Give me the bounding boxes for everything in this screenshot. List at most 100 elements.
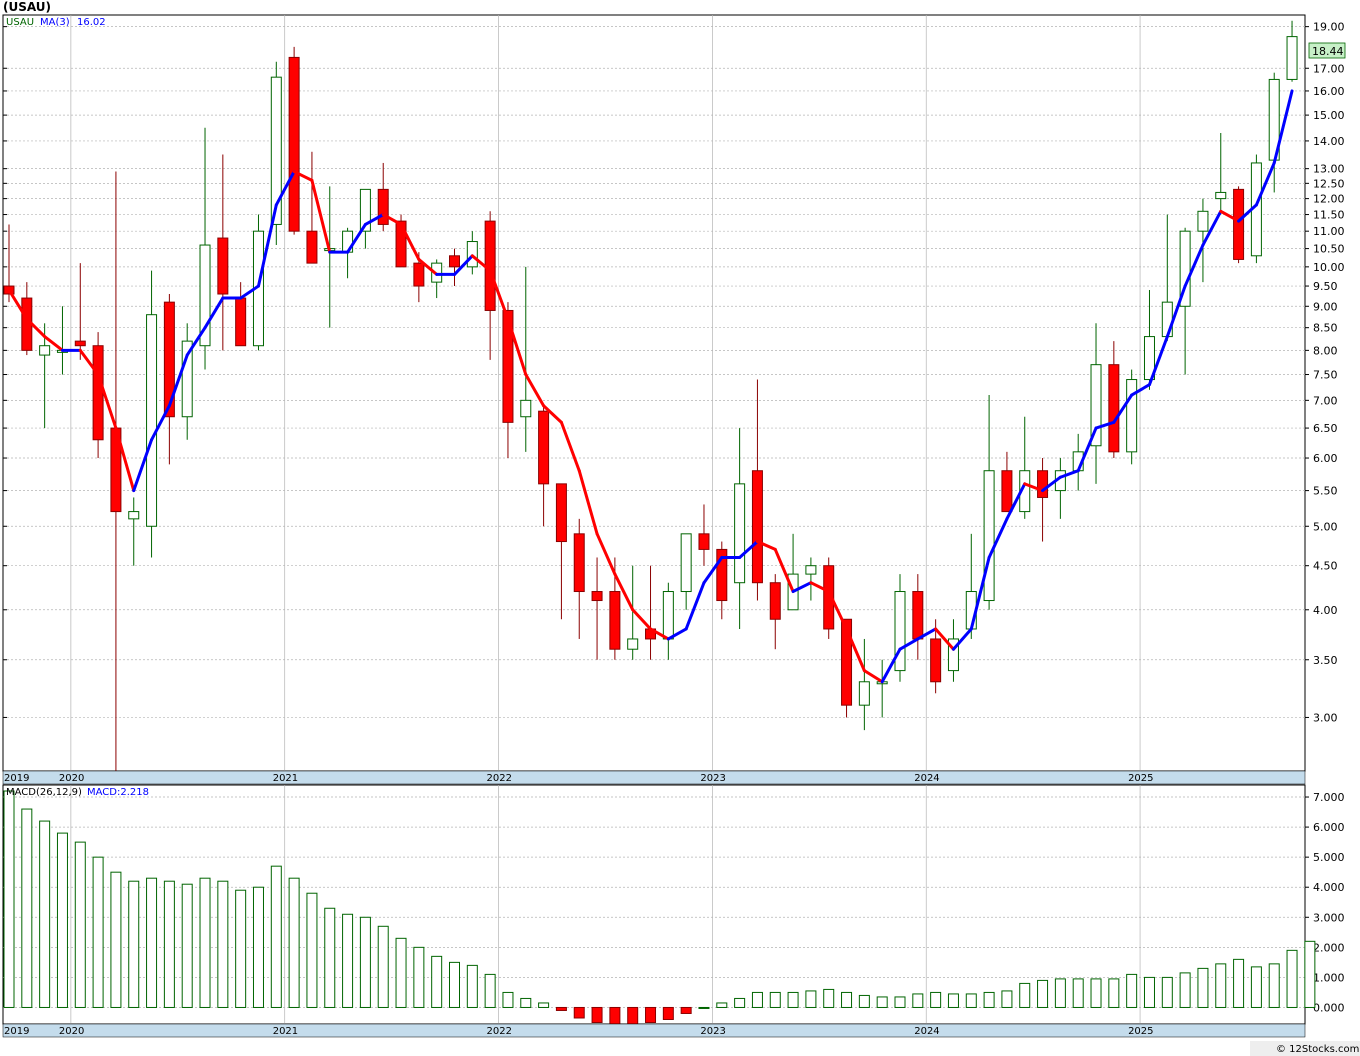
candle-body: [858, 681, 870, 706]
macd-bar-positive: [1037, 979, 1049, 1008]
macd-bar-positive: [787, 991, 799, 1008]
credit-box: [1250, 1041, 1360, 1056]
candle-up: [1179, 227, 1191, 375]
macd-bar-negative: [662, 1006, 674, 1020]
candle-down: [502, 302, 514, 459]
candle-up: [1143, 290, 1155, 390]
ma3-segment-up: [274, 170, 296, 207]
macd-bar-positive: [39, 820, 51, 1008]
candle-body: [1179, 230, 1191, 307]
macd-bar-positive: [1304, 940, 1316, 1008]
candle-body: [181, 340, 193, 418]
candle-body: [751, 470, 763, 584]
macd-year-label: 2024: [914, 1026, 939, 1037]
candle-body: [359, 188, 371, 232]
macd-bar-positive: [128, 880, 140, 1008]
ma3-segment-down: [649, 627, 670, 641]
ma3-segment-down: [524, 373, 546, 408]
price-tick-label: 14.00: [1313, 135, 1345, 148]
price-tick-label: 5.50: [1313, 485, 1338, 498]
ma3-line: [7, 89, 1294, 684]
legend-symbol: USAU: [6, 17, 34, 28]
macd-bar-positive: [502, 991, 514, 1008]
candlesticks: [3, 20, 1298, 771]
ma3-segment-down: [1023, 482, 1045, 493]
price-year-label: 2020: [59, 773, 84, 784]
candle-up: [805, 557, 817, 601]
candle-body: [555, 483, 567, 543]
candle-body: [395, 220, 407, 268]
ma3-segment-down: [827, 590, 849, 631]
price-tick-label: 3.50: [1313, 654, 1338, 667]
legend-ma-label: MA(3): [40, 17, 70, 28]
macd-bar-positive: [1090, 978, 1102, 1008]
price-tick-label: 5.00: [1313, 520, 1338, 533]
macd-bar-positive: [1197, 967, 1209, 1008]
ma3-segment-up: [1272, 89, 1294, 165]
candle-body: [894, 591, 906, 672]
candle-body: [217, 237, 229, 295]
price-tick-label: 12.00: [1313, 193, 1345, 206]
price-tick-label: 11.50: [1313, 209, 1345, 222]
candle-down: [751, 379, 763, 601]
price-year-label: 2025: [1128, 773, 1153, 784]
macd-bar-positive: [1126, 973, 1138, 1008]
macd-bar-positive: [751, 991, 763, 1008]
macd-legend-value: MACD:2.218: [87, 787, 149, 798]
macd-bar-positive: [449, 961, 460, 1008]
price-tick-label: 9.50: [1313, 280, 1338, 293]
candle-body: [520, 399, 532, 418]
macd-tick-label: 5.000: [1313, 851, 1345, 864]
macd-bar-positive: [716, 1002, 728, 1008]
price-year-label: 2019: [4, 773, 29, 784]
candle-down: [841, 618, 853, 718]
candle-body: [930, 638, 942, 683]
ma3-segment-up: [150, 404, 171, 442]
macd-bar-positive: [930, 991, 942, 1008]
candle-up: [39, 323, 51, 429]
last-price-value: 18.44: [1312, 45, 1344, 58]
candle-body: [680, 533, 692, 593]
macd-bar-negative: [645, 1006, 657, 1023]
price-tick-label: 8.00: [1313, 344, 1338, 357]
price-year-label: 2022: [487, 773, 512, 784]
macd-bar-positive: [734, 997, 746, 1008]
ma3-segment-up: [1076, 426, 1098, 473]
ma3-segment-down: [773, 547, 795, 594]
candle-up: [466, 231, 478, 275]
candle-body: [983, 470, 995, 602]
ma3-segment-up: [791, 581, 813, 594]
last-price-tag: [1308, 42, 1346, 59]
candle-body: [912, 591, 924, 640]
ma3-segment-up: [185, 326, 207, 357]
macd-bar-positive: [841, 991, 853, 1008]
ma3-segment-down: [809, 581, 831, 594]
price-year-labels: 2019 2020 2021 2022 2023 2024 2025: [4, 773, 1154, 784]
macd-bar-positive: [965, 993, 977, 1008]
price-year-label: 2023: [700, 773, 725, 784]
candle-body: [573, 533, 585, 593]
ma3-segment-up: [1041, 475, 1062, 493]
candle-down: [1037, 458, 1049, 542]
candle-body: [1090, 364, 1102, 447]
price-tick-label: 19.00: [1313, 21, 1345, 34]
price-tick-label: 7.50: [1313, 369, 1338, 382]
macd-bar-positive: [413, 946, 425, 1008]
macd-bar-positive: [1250, 966, 1262, 1008]
price-tick-label: 9.00: [1313, 300, 1338, 313]
macd-year-label: 2019: [4, 1026, 29, 1037]
macd-bar-positive: [74, 841, 86, 1008]
macd-bar-negative: [609, 1006, 621, 1025]
ma3-segment-down: [310, 178, 332, 254]
ma3-segment-up: [453, 254, 474, 276]
candle-body: [306, 230, 318, 264]
candle-body: [609, 591, 621, 650]
macd-bar-positive: [1233, 958, 1245, 1008]
macd-bar-positive: [306, 892, 318, 1008]
ma3-segment-down: [7, 288, 29, 321]
price-tick-label: 10.00: [1313, 261, 1345, 274]
ma3-segment-down: [25, 317, 47, 339]
ma3-segment-down: [631, 608, 653, 631]
macd-bar-positive: [1019, 982, 1031, 1008]
candle-body: [39, 345, 51, 356]
